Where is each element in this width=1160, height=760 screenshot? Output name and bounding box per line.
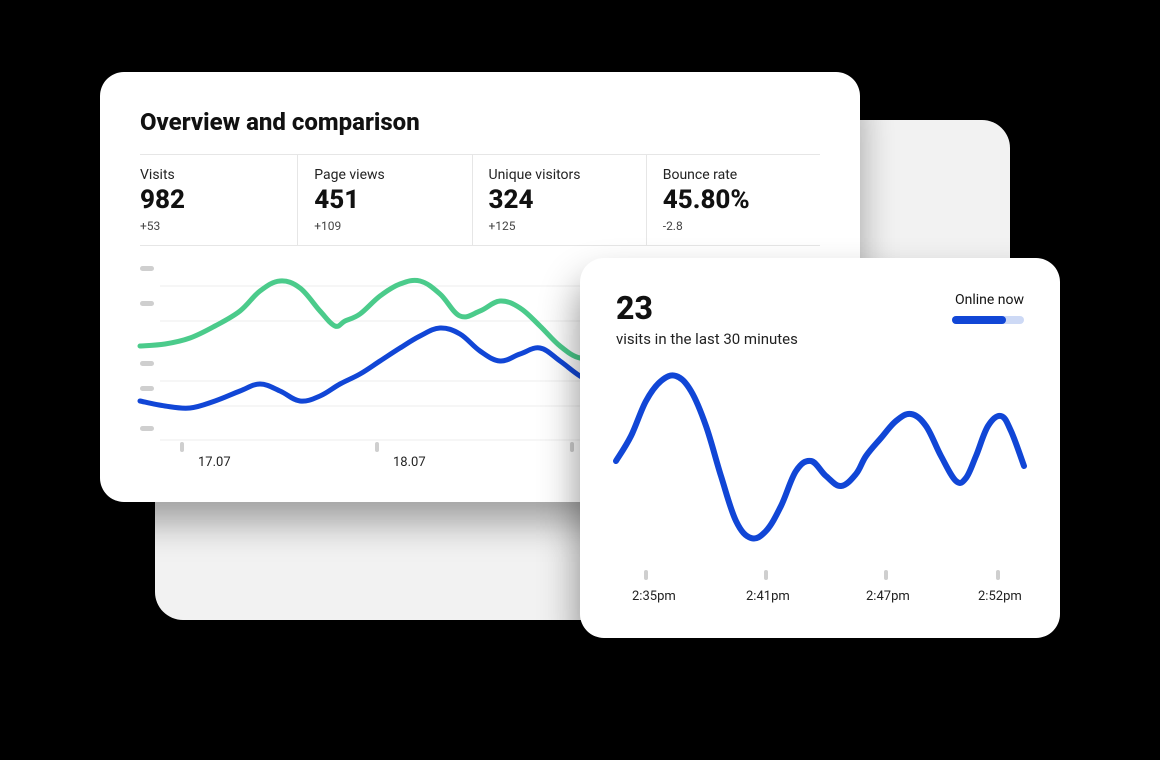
stat-page-views[interactable]: Page views 451 +109 — [298, 155, 472, 245]
svg-text:17.07: 17.07 — [198, 455, 231, 470]
stat-bounce-rate[interactable]: Bounce rate 45.80% -2.8 — [647, 155, 820, 245]
stat-value: 45.80% — [663, 185, 804, 215]
online-value: 23 — [616, 292, 798, 324]
stat-value: 982 — [140, 185, 281, 215]
stat-label: Bounce rate — [663, 167, 804, 183]
online-legend: Online now — [952, 292, 1024, 324]
stat-delta: +109 — [314, 219, 455, 233]
stat-visits[interactable]: Visits 982 +53 — [140, 155, 298, 245]
online-chart: 2:35pm 2:41pm 2:47pm 2:52pm — [616, 366, 1024, 616]
stat-value: 324 — [489, 185, 630, 215]
svg-text:2:52pm: 2:52pm — [978, 589, 1022, 604]
svg-text:2:47pm: 2:47pm — [866, 589, 910, 604]
online-subtitle: visits in the last 30 minutes — [616, 330, 798, 348]
stat-label: Page views — [314, 167, 455, 183]
stat-unique-visitors[interactable]: Unique visitors 324 +125 — [473, 155, 647, 245]
online-now-card: 23 visits in the last 30 minutes Online … — [580, 258, 1060, 638]
stat-value: 451 — [314, 185, 455, 215]
stat-delta: +53 — [140, 219, 281, 233]
stat-delta: +125 — [489, 219, 630, 233]
svg-text:2:41pm: 2:41pm — [746, 589, 790, 604]
legend-bar-icon — [952, 316, 1024, 324]
stat-label: Visits — [140, 167, 281, 183]
overview-title: Overview and comparison — [140, 108, 820, 136]
stat-label: Unique visitors — [489, 167, 630, 183]
svg-text:18.07: 18.07 — [393, 455, 426, 470]
svg-text:2:35pm: 2:35pm — [632, 589, 676, 604]
stats-row: Visits 982 +53 Page views 451 +109 Uniqu… — [140, 154, 820, 246]
legend-label: Online now — [952, 292, 1024, 308]
stat-delta: -2.8 — [663, 219, 804, 233]
